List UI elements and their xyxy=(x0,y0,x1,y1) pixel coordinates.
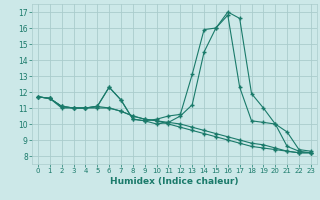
X-axis label: Humidex (Indice chaleur): Humidex (Indice chaleur) xyxy=(110,177,239,186)
